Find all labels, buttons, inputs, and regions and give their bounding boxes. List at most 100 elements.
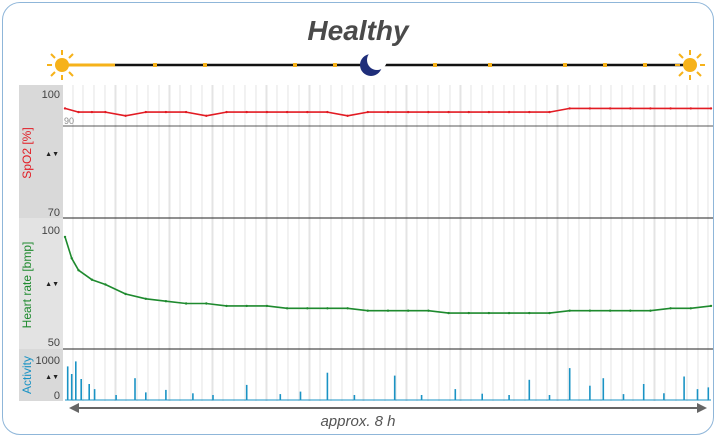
spo2-point xyxy=(164,110,168,114)
activity-scale-arrows-icon[interactable]: ▲▼ xyxy=(45,374,59,381)
sun-icon xyxy=(675,50,705,80)
wake-mark xyxy=(153,63,157,67)
spo2-point xyxy=(306,110,309,114)
heart_rate-point xyxy=(225,304,228,308)
spo2-point xyxy=(487,110,491,114)
heart-rate-series xyxy=(63,235,713,315)
spo2-axis-label: SpO2 [%] xyxy=(20,127,34,178)
heart_rate-line xyxy=(64,236,712,314)
chart-card: Healthy xyxy=(2,2,714,435)
heart_rate-point xyxy=(608,309,612,312)
spo2-point xyxy=(427,110,430,114)
heart_rate-point xyxy=(124,292,127,296)
heart_rate-point xyxy=(386,309,390,312)
spo2-point xyxy=(548,110,551,114)
spo2-point xyxy=(77,110,80,114)
spo2-line xyxy=(64,107,711,117)
heart_rate-point xyxy=(548,311,551,315)
heart_rate-point xyxy=(326,307,329,310)
sun-icon xyxy=(47,50,77,80)
heart_rate-point xyxy=(63,235,67,239)
spo2-point xyxy=(245,110,248,114)
spo2-label-bg xyxy=(19,85,63,218)
duration-label: approx. 8 h xyxy=(320,413,396,430)
spo2-point xyxy=(285,110,289,114)
heart_rate-point xyxy=(629,309,632,312)
event-gridlines xyxy=(72,85,709,401)
spo2-point xyxy=(608,107,612,110)
heart_rate-point xyxy=(265,304,269,308)
heart-rate-tick-top: 100 xyxy=(42,225,60,237)
spo2-point xyxy=(225,110,228,114)
heart_rate-point xyxy=(205,302,208,305)
heart_rate-point xyxy=(144,297,147,300)
spo2-point xyxy=(184,110,188,114)
wake-mark xyxy=(488,63,492,67)
spo2-point xyxy=(124,114,127,118)
spo2-point xyxy=(528,110,531,114)
spo2-point xyxy=(629,107,632,110)
spo2-scale-arrows-icon[interactable]: ▲▼ xyxy=(45,151,59,158)
spo2-point xyxy=(447,110,450,114)
heart_rate-point xyxy=(70,257,73,260)
duration-arrow xyxy=(69,403,707,413)
heart_rate-point xyxy=(447,311,450,315)
spo2-point xyxy=(689,107,692,110)
heart-rate-scale-arrows-icon[interactable]: ▲▼ xyxy=(45,281,59,288)
wake-mark xyxy=(563,63,567,67)
spo2-point xyxy=(90,110,94,114)
spo2-point xyxy=(669,107,672,110)
sleep-timeline-bar xyxy=(47,50,705,80)
spo2-point xyxy=(507,110,511,114)
chart-title: Healthy xyxy=(307,15,409,46)
activity-tick-bottom: 0 xyxy=(54,390,60,402)
spo2-point xyxy=(588,107,592,110)
activity-label-bg xyxy=(19,349,63,401)
heart_rate-point xyxy=(669,307,672,310)
heart_rate-point xyxy=(507,311,511,315)
heart_rate-point xyxy=(528,311,531,315)
wake-mark xyxy=(293,63,297,67)
heart_rate-point xyxy=(184,302,188,305)
heart_rate-point xyxy=(649,309,652,312)
spo2-point xyxy=(144,110,147,114)
spo2-tick-bottom: 70 xyxy=(48,207,60,219)
activity-axis-label: Activity xyxy=(20,356,34,394)
heart_rate-point xyxy=(164,300,168,303)
heart_rate-point xyxy=(709,304,713,308)
spo2-point xyxy=(568,107,571,110)
spo2-point xyxy=(366,110,369,114)
spo2-point xyxy=(205,114,208,118)
heart_rate-point xyxy=(568,309,571,312)
wake-mark xyxy=(643,63,647,67)
spo2-point xyxy=(63,107,67,110)
heart_rate-point xyxy=(346,307,349,310)
spo2-point xyxy=(104,110,107,114)
moon-icon xyxy=(360,50,387,76)
activity-tick-top: 1000 xyxy=(36,355,60,367)
heart_rate-point xyxy=(427,309,430,312)
spo2-point xyxy=(386,110,390,114)
spo2-series xyxy=(63,107,713,118)
spo2-point xyxy=(265,110,269,114)
heart_rate-point xyxy=(487,311,491,315)
heart_rate-point xyxy=(366,309,369,312)
wake-mark xyxy=(203,63,207,67)
heart-rate-axis-label: Heart rate [bmp] xyxy=(20,242,34,329)
heart-rate-tick-bottom: 50 xyxy=(48,337,60,349)
heart_rate-point xyxy=(588,309,592,312)
sleep-chart: SpO2 [%] Heart rate [bmp] Activity 100 7… xyxy=(19,50,713,413)
wake-mark xyxy=(333,63,337,67)
spo2-point xyxy=(326,110,329,114)
heart-rate-label-bg xyxy=(19,218,63,349)
heart_rate-point xyxy=(285,307,289,310)
heart_rate-point xyxy=(104,283,107,286)
spo2-point xyxy=(467,110,470,114)
wake-marks xyxy=(153,63,647,67)
heart_rate-point xyxy=(245,304,248,308)
heart_rate-point xyxy=(467,311,470,315)
spo2-point xyxy=(346,114,349,118)
spo2-point xyxy=(709,107,713,110)
spo2-reference-label: 90 xyxy=(64,116,74,126)
heart_rate-point xyxy=(407,309,410,312)
